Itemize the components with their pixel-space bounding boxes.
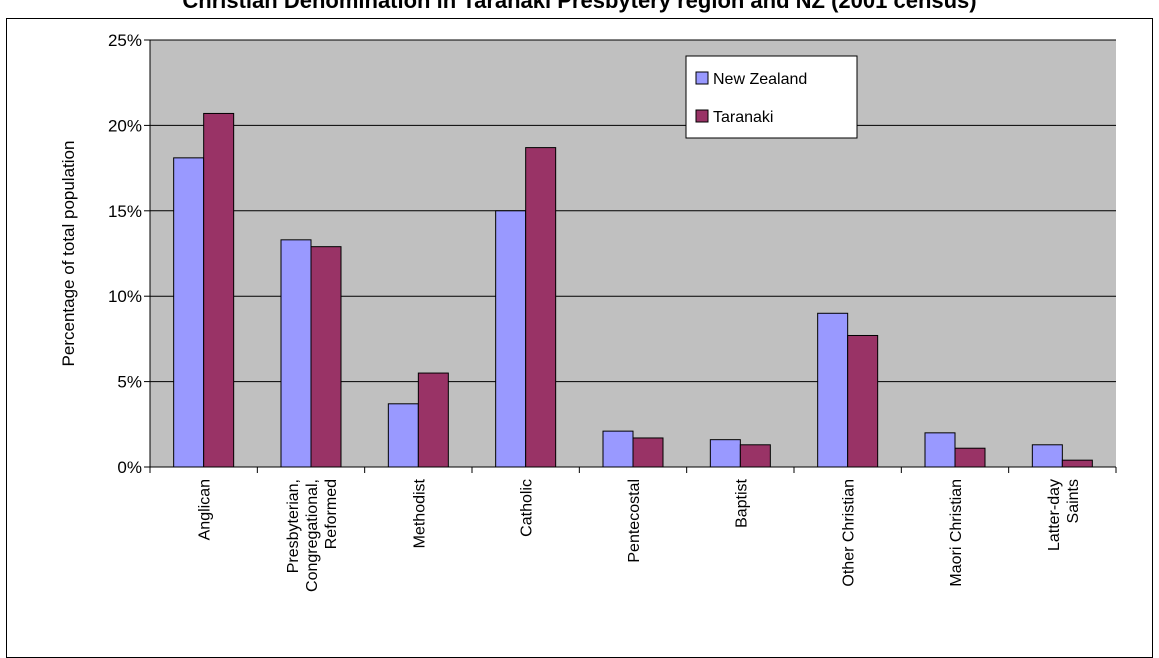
category-label: Other Christian (841, 479, 858, 587)
legend-label: New Zealand (713, 71, 807, 88)
category-label-line: Other Christian (841, 479, 858, 587)
bar-taranaki (417, 372, 449, 468)
bar-new-zealand (817, 312, 849, 468)
category-label-line: Latter-day (1046, 479, 1063, 551)
bar-taranaki (954, 447, 986, 468)
bars (173, 112, 1093, 468)
legend-swatch (695, 71, 709, 85)
bar-new-zealand (1031, 444, 1063, 468)
bar-taranaki (1061, 459, 1093, 468)
legend-box (685, 55, 858, 139)
category-label-line: Baptist (733, 478, 750, 527)
y-tick-label: 5% (117, 373, 142, 392)
category-label: Catholic (519, 479, 536, 537)
y-tick-label: 0% (117, 458, 142, 477)
bar-new-zealand (280, 239, 312, 468)
category-labels: Anglican Presbyterian, Congregational, Refo… (197, 478, 1082, 592)
y-tick-label: 20% (108, 116, 142, 135)
category-label: Latter-day Saints (1046, 479, 1082, 551)
bar-taranaki (203, 112, 235, 468)
category-label-line: Congregational, (304, 479, 321, 592)
y-tick-labels: 0% 5% 10% 15% 20% 25% (108, 31, 142, 477)
legend: New Zealand Taranaki (685, 55, 858, 139)
category-label-line: Catholic (519, 479, 536, 537)
bar-new-zealand (387, 403, 419, 468)
bar-taranaki (525, 147, 557, 468)
category-label: Methodist (411, 478, 428, 548)
category-label-line: Methodist (411, 478, 428, 548)
y-tick-label: 10% (108, 287, 142, 306)
category-label: Baptist (733, 478, 750, 527)
chart-title: Christian Denomination in Taranaki Presb… (182, 0, 977, 13)
category-label-line: Pentecostal (626, 479, 643, 563)
bar-taranaki (632, 437, 664, 468)
legend-swatch (695, 109, 709, 123)
category-label-line: Maori Christian (948, 479, 965, 587)
y-axis-label: Percentage of total population (59, 141, 78, 367)
bar-taranaki (310, 246, 342, 468)
category-label: Maori Christian (948, 479, 965, 587)
axes (144, 39, 1117, 473)
bar-new-zealand (495, 210, 527, 468)
category-label-line: Saints (1065, 479, 1082, 523)
bar-new-zealand (709, 439, 741, 468)
bar-taranaki (847, 334, 879, 468)
bar-new-zealand (602, 430, 634, 468)
category-label: Presbyterian, Congregational, Reformed (285, 479, 340, 592)
category-label: Anglican (197, 479, 214, 540)
bar-chart: 0% 5% 10% 15% 20% 25% Anglican Presbyterian, Co… (59, 31, 1117, 592)
bar-new-zealand (924, 432, 956, 468)
legend-label: Taranaki (713, 109, 773, 126)
category-label-line: Reformed (323, 479, 340, 549)
y-tick-label: 15% (108, 202, 142, 221)
category-label-line: Anglican (197, 479, 214, 540)
y-tick-label: 25% (108, 31, 142, 50)
category-label: Pentecostal (626, 479, 643, 563)
bar-new-zealand (173, 157, 205, 468)
bar-taranaki (739, 444, 771, 468)
category-label-line: Presbyterian, (285, 479, 302, 573)
